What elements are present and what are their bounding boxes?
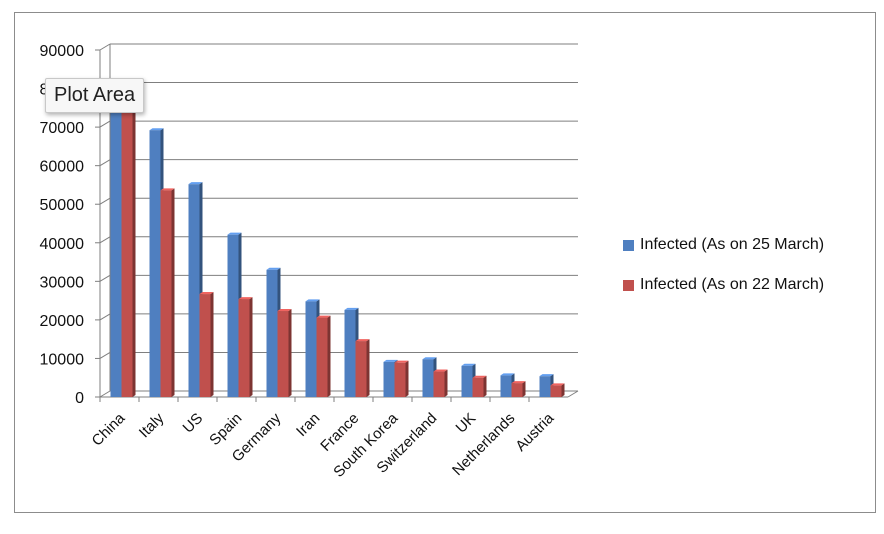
bar-top [355, 339, 370, 342]
bar [461, 365, 473, 397]
bar-top [344, 307, 359, 310]
legend-label-series-1: Infected (As on 25 March) [640, 236, 825, 253]
x-tick-label: Austria [512, 409, 557, 454]
bar-top [149, 128, 164, 131]
bar [160, 190, 172, 397]
gridline-diagonal [99, 390, 111, 398]
bar-side [171, 188, 175, 397]
bar-top [277, 309, 292, 312]
gridline-diagonal [99, 197, 111, 205]
bar-side [483, 375, 487, 397]
bar-side [210, 292, 214, 397]
plot-area-tooltip: Plot Area [45, 78, 145, 113]
bar-top [188, 182, 203, 185]
bar-top [394, 360, 409, 363]
y-tick-label: 40000 [40, 236, 85, 253]
y-tick-label: 20000 [40, 313, 85, 330]
y-tick-label: 50000 [40, 197, 85, 214]
bar [238, 299, 250, 397]
bar-top [461, 363, 476, 366]
bar-top [227, 232, 242, 235]
legend-label-series-2: Infected (As on 22 March) [640, 276, 825, 293]
gridline-diagonal [99, 313, 111, 321]
x-tick-label: US [180, 410, 207, 437]
y-tick-label: 30000 [40, 274, 85, 291]
y-tick-label: 90000 [40, 43, 85, 60]
bar [394, 362, 406, 397]
bar-side [132, 81, 136, 397]
bar [277, 311, 289, 397]
x-tick-label: China [89, 409, 129, 449]
bar [199, 294, 211, 397]
bar-top [511, 381, 526, 384]
bar [149, 130, 161, 397]
bar-side [327, 315, 331, 397]
bar-side [249, 297, 253, 397]
bar-side [561, 383, 565, 397]
legend-item-series-1: Infected (As on 25 March) [623, 236, 824, 254]
bar [511, 383, 523, 397]
bar-top [305, 299, 320, 302]
legend-item-series-2: Infected (As on 22 March) [623, 276, 824, 294]
y-tick-label: 0 [75, 390, 84, 407]
bar [316, 317, 328, 397]
bar [266, 269, 278, 397]
bar-top [238, 297, 253, 300]
bar [472, 377, 484, 397]
bar-top [422, 357, 437, 360]
bar-side [405, 360, 409, 397]
bar-top [266, 267, 281, 270]
bar [422, 359, 434, 397]
gridline-diagonal [99, 43, 111, 51]
bar [188, 184, 200, 397]
legend-swatch-series-1 [623, 239, 634, 251]
bar-side [522, 381, 526, 397]
bar-side [366, 339, 370, 397]
floor-edge [567, 390, 579, 398]
bar [500, 375, 512, 397]
x-tick-label: Iran [293, 410, 323, 440]
gridline-diagonal [99, 352, 111, 359]
legend-swatch-series-2 [623, 279, 634, 291]
bar [355, 341, 367, 397]
bar [383, 361, 395, 397]
bar [550, 385, 562, 397]
bar [539, 376, 551, 397]
gridline-diagonal [99, 274, 111, 282]
bar-top [539, 374, 554, 377]
bar [227, 234, 239, 397]
bar-top [550, 383, 565, 386]
bar [433, 371, 445, 397]
gridline-diagonal [99, 159, 111, 167]
bar-top [500, 373, 515, 376]
bar [344, 309, 356, 397]
bar [305, 301, 317, 397]
y-tick-label: 60000 [40, 159, 85, 176]
bar [110, 82, 122, 398]
bar-side [444, 369, 448, 397]
y-tick-label: 70000 [40, 120, 85, 137]
bar-side [288, 309, 292, 397]
gridline-diagonal [99, 236, 111, 244]
bar-top [433, 369, 448, 372]
bar-top [383, 359, 398, 362]
x-tick-label: Italy [136, 409, 168, 441]
bar-top [472, 375, 487, 378]
x-tick-label: UK [453, 410, 480, 437]
bar-top [160, 188, 175, 191]
y-tick-label: 10000 [40, 351, 85, 368]
bars [110, 80, 565, 398]
bar [121, 83, 133, 397]
gridline-diagonal [99, 120, 111, 128]
bar-top [199, 292, 214, 295]
bar-top [316, 315, 331, 318]
